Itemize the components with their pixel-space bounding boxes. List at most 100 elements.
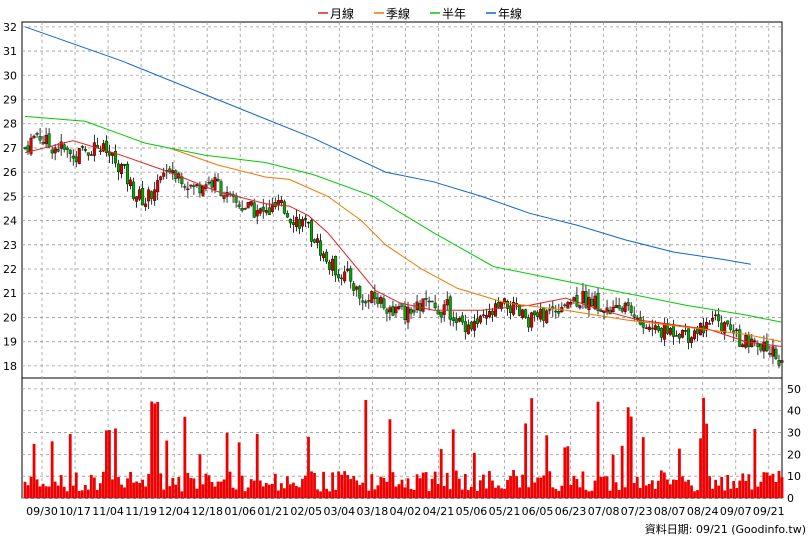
volume-bar bbox=[123, 487, 126, 498]
candle-body bbox=[159, 176, 163, 181]
volume-bar bbox=[307, 436, 310, 498]
volume-bar bbox=[95, 489, 99, 498]
candle-body bbox=[409, 308, 413, 314]
candle-body bbox=[457, 317, 461, 322]
volume-bar bbox=[759, 481, 763, 498]
candle-body bbox=[120, 164, 124, 175]
volume-bar bbox=[56, 485, 60, 498]
volume-bar bbox=[367, 490, 371, 498]
candle-body bbox=[662, 323, 666, 340]
candle-body bbox=[98, 150, 102, 152]
candle-body bbox=[322, 253, 326, 258]
candle-body bbox=[243, 208, 247, 210]
candle-body bbox=[626, 302, 630, 306]
candle-body bbox=[340, 277, 344, 280]
volume-bar bbox=[690, 485, 693, 498]
date-tick-label: 05/21 bbox=[489, 505, 521, 518]
candle-body bbox=[472, 320, 476, 331]
volume-bar bbox=[747, 474, 751, 498]
volume-bar bbox=[678, 448, 681, 498]
volume-bar bbox=[765, 472, 769, 498]
volume-bar bbox=[59, 475, 63, 498]
volume-bar bbox=[373, 489, 377, 498]
candle-body bbox=[264, 210, 268, 213]
volume-bar bbox=[768, 475, 772, 498]
candle-body bbox=[653, 325, 657, 330]
candle-body bbox=[729, 324, 733, 330]
candle-body bbox=[677, 333, 681, 339]
volume-bar bbox=[216, 481, 220, 498]
price-tick-label: 31 bbox=[3, 45, 17, 58]
candle-body bbox=[614, 305, 618, 309]
candle-body bbox=[394, 306, 398, 314]
volume-bar bbox=[364, 399, 368, 498]
candle-body bbox=[35, 133, 39, 135]
candle-body bbox=[358, 286, 362, 299]
volume-bar bbox=[174, 484, 178, 498]
candle-body bbox=[343, 271, 347, 282]
candle-body bbox=[481, 314, 485, 317]
volume-bar bbox=[750, 489, 754, 498]
candle-body bbox=[686, 328, 690, 343]
candle-body bbox=[86, 152, 90, 156]
candle-body bbox=[192, 185, 196, 188]
candle-body bbox=[683, 330, 687, 332]
volume-bar bbox=[521, 474, 525, 498]
volume-bar bbox=[593, 480, 597, 498]
candle-body bbox=[168, 168, 172, 173]
candle-body bbox=[668, 328, 672, 335]
volume-bar bbox=[68, 434, 72, 498]
volume-bar bbox=[391, 472, 395, 498]
candle-body bbox=[587, 296, 591, 310]
volume-bar bbox=[454, 470, 458, 498]
volume-bar bbox=[415, 474, 419, 498]
volume-bar bbox=[614, 482, 618, 498]
volume-bar bbox=[738, 480, 742, 498]
candle-body bbox=[56, 149, 60, 152]
volume-bar bbox=[509, 476, 512, 498]
candle-body bbox=[533, 310, 537, 316]
candle-body bbox=[77, 148, 81, 164]
volume-bar bbox=[156, 401, 160, 498]
volume-bar bbox=[608, 490, 612, 498]
date-tick-label: 03/18 bbox=[357, 505, 389, 518]
volume-bar bbox=[439, 449, 443, 498]
volume-bar bbox=[527, 487, 531, 498]
volume-bar bbox=[228, 471, 232, 498]
legend-label-1: 季線 bbox=[386, 6, 410, 21]
volume-bar bbox=[566, 446, 570, 498]
candle-body bbox=[222, 195, 226, 199]
candle-body bbox=[310, 220, 314, 242]
price-tick-label: 29 bbox=[3, 93, 17, 106]
volume-bar bbox=[198, 454, 202, 498]
candle-body bbox=[590, 298, 594, 307]
candle-body bbox=[382, 298, 386, 309]
volume-bar bbox=[74, 472, 78, 498]
date-tick-label: 12/18 bbox=[191, 505, 223, 518]
candle-body bbox=[59, 141, 63, 149]
volume-bar bbox=[168, 486, 172, 498]
volume-bar bbox=[412, 489, 416, 498]
candle-body bbox=[705, 321, 709, 331]
volume-bar bbox=[705, 423, 708, 498]
volume-bar bbox=[207, 475, 211, 498]
candle-body bbox=[451, 317, 455, 321]
volume-bar bbox=[693, 491, 696, 498]
volume-bar bbox=[243, 491, 247, 498]
candle-body bbox=[454, 318, 458, 323]
volume-bar bbox=[620, 445, 624, 498]
volume-bar bbox=[469, 486, 473, 498]
volume-bar bbox=[255, 433, 259, 498]
candle-body bbox=[328, 261, 332, 270]
volume-bar bbox=[672, 479, 675, 498]
volume-bar bbox=[403, 487, 407, 498]
volume-axis: 0 10 20 30 40 50 bbox=[787, 383, 801, 505]
volume-bar bbox=[696, 490, 699, 498]
volume-bar bbox=[445, 472, 449, 498]
volume-bar bbox=[165, 440, 169, 498]
candle-body bbox=[509, 305, 513, 314]
candlesticks bbox=[23, 127, 784, 371]
candle-body bbox=[768, 353, 772, 355]
candle-body bbox=[282, 201, 286, 214]
candle-body bbox=[325, 251, 329, 262]
